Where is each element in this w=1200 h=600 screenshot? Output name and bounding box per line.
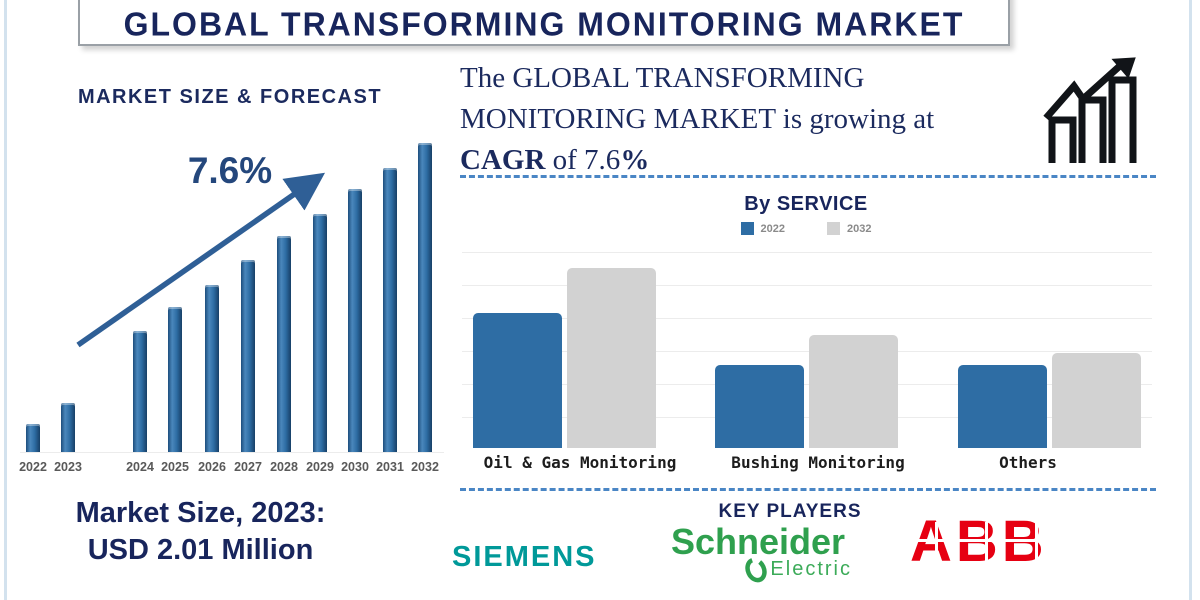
service-bar-2032-group0 bbox=[567, 268, 656, 448]
service-bar-2032-group2 bbox=[1052, 353, 1141, 448]
service-bar-2022-group0 bbox=[473, 313, 562, 448]
category-label-others: Others bbox=[999, 453, 1057, 472]
schneider-wordmark: Schneider bbox=[670, 521, 846, 562]
growth-note-rate: of 7.6 bbox=[545, 144, 621, 176]
year-label-2031: 2031 bbox=[376, 460, 404, 474]
forecast-bar-2026 bbox=[205, 285, 219, 452]
forecast-bar-2023 bbox=[61, 403, 75, 452]
abb-logo-vline bbox=[985, 522, 988, 570]
legend-item-2032: 2032 bbox=[827, 222, 871, 235]
forecast-bar-2027 bbox=[241, 260, 255, 452]
siemens-logo: SIEMENS bbox=[452, 541, 597, 573]
forecast-bar-2032 bbox=[418, 143, 432, 452]
growth-note-cagr: CAGR bbox=[460, 144, 546, 176]
year-label-2022: 2022 bbox=[19, 460, 47, 474]
cagr-annotation: 7.6% bbox=[187, 150, 273, 191]
market-size-note: Market Size, 2023: USD 2.01 Million bbox=[23, 495, 378, 569]
page-title: GLOBAL TRANSFORMING MONITORING MARKET bbox=[123, 5, 965, 43]
year-label-2029: 2029 bbox=[306, 460, 334, 474]
service-chart: Oil & Gas Monitoring Bushing Monitoring … bbox=[462, 248, 1152, 474]
forecast-bar-2029 bbox=[313, 214, 327, 452]
abb-logo-vline bbox=[1035, 522, 1038, 570]
trend-arrow bbox=[76, 172, 326, 348]
year-label-2024: 2024 bbox=[126, 460, 154, 474]
forecast-bar-2025 bbox=[168, 307, 182, 452]
legend-label-2022: 2022 bbox=[760, 222, 785, 235]
growth-note-line2: MONITORING MARKET is growing at bbox=[460, 103, 935, 135]
forecast-bar-2030 bbox=[348, 189, 362, 452]
by-service-heading: By SERVICE bbox=[744, 193, 868, 215]
abb-logo: ABB bbox=[910, 512, 1070, 574]
title-banner: GLOBAL TRANSFORMING MONITORING MARKET bbox=[78, 0, 1010, 46]
category-label-bushing: Bushing Monitoring bbox=[731, 453, 905, 472]
service-chart-label-area bbox=[462, 448, 1152, 474]
schneider-emblem-icon bbox=[745, 557, 768, 583]
abb-logo-vline bbox=[935, 522, 938, 570]
growth-note: The GLOBAL TRANSFORMING MONITORING MARKE… bbox=[460, 58, 1060, 181]
year-label-2028: 2028 bbox=[270, 460, 298, 474]
service-bar-2022-group1 bbox=[715, 365, 804, 448]
legend-swatch-2032 bbox=[827, 222, 840, 235]
market-size-line1: Market Size, 2023: bbox=[75, 497, 326, 529]
growth-chart-icon bbox=[1043, 57, 1137, 163]
year-label-2032: 2032 bbox=[411, 460, 439, 474]
left-border-line bbox=[4, 0, 7, 600]
market-size-line2: USD 2.01 Million bbox=[87, 534, 314, 566]
key-players-heading: KEY PLAYERS bbox=[718, 501, 862, 522]
year-label-2026: 2026 bbox=[198, 460, 226, 474]
forecast-bar-2028 bbox=[277, 236, 291, 452]
market-forecast-heading: MARKET SIZE & FORECAST bbox=[77, 86, 383, 108]
forecast-bar-2031 bbox=[383, 168, 397, 452]
schneider-electric-text: Electric bbox=[770, 558, 852, 580]
legend-item-2022: 2022 bbox=[740, 222, 785, 235]
growth-note-line1: The GLOBAL TRANSFORMING bbox=[460, 62, 865, 94]
legend-swatch-2022 bbox=[740, 222, 754, 235]
dashed-divider-top bbox=[460, 175, 1156, 178]
year-label-2027: 2027 bbox=[234, 460, 262, 474]
dashed-divider-bottom bbox=[460, 488, 1156, 491]
category-label-oil-gas: Oil & Gas Monitoring bbox=[483, 453, 677, 472]
year-label-2030: 2030 bbox=[341, 460, 369, 474]
schneider-electric-logo: Schneider Electric bbox=[660, 524, 856, 583]
right-border-line bbox=[1189, 0, 1192, 600]
service-bar-2032-group1 bbox=[809, 335, 898, 448]
forecast-bar-2022 bbox=[26, 424, 40, 452]
year-label-2025: 2025 bbox=[161, 460, 189, 474]
abb-wordmark: ABB bbox=[910, 509, 1048, 574]
year-label-2023: 2023 bbox=[54, 460, 82, 474]
forecast-chart: 7.6% 2022 2023 2024 2025 2026 2027 2028 2029 203… bbox=[19, 130, 444, 474]
by-service-legend: 2022 2032 bbox=[460, 222, 1152, 235]
service-bar-2022-group2 bbox=[958, 365, 1047, 448]
growth-note-percent: % bbox=[620, 144, 650, 176]
legend-label-2032: 2032 bbox=[847, 222, 872, 235]
forecast-bar-2024 bbox=[133, 331, 147, 452]
